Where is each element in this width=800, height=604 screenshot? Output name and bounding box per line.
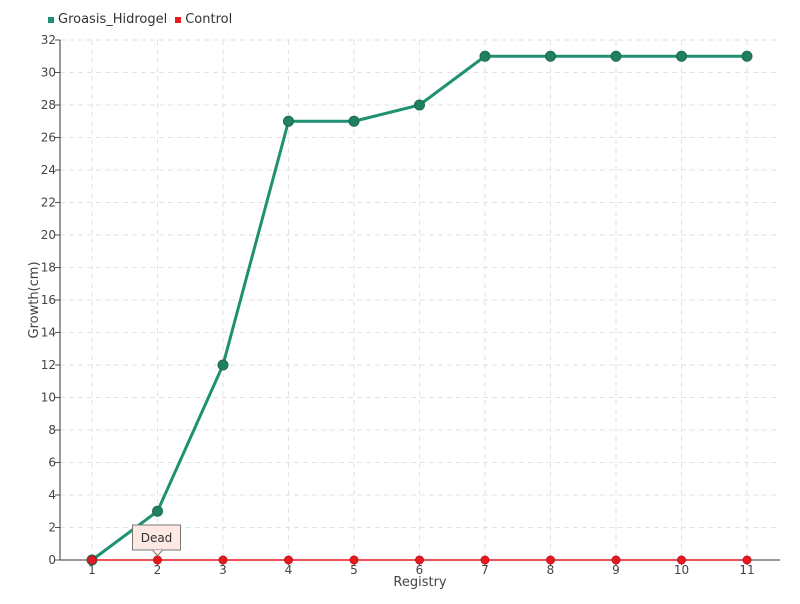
data-point [742, 555, 752, 565]
data-point [349, 555, 359, 565]
legend-label-groasis: Groasis_Hidrogel [58, 12, 168, 27]
series-groasis-hidrogel [86, 50, 753, 566]
grid [60, 39, 780, 560]
data-point [611, 555, 621, 565]
y-tick-label: 24 [41, 163, 56, 177]
data-point [414, 99, 425, 111]
y-tick-label: 2 [48, 521, 56, 535]
y-tick-label: 14 [41, 326, 56, 340]
data-point [87, 555, 97, 565]
data-point [546, 555, 555, 565]
x-tick-label: 6 [416, 563, 424, 577]
y-tick-label: 26 [41, 131, 56, 145]
annotation-box [132, 524, 181, 551]
data-point [480, 555, 490, 565]
y-tick-label: 28 [41, 98, 56, 112]
data-point [677, 555, 686, 565]
legend-label-control: Control [185, 12, 233, 27]
x-tick-label: 11 [739, 563, 754, 577]
y-tick-label: 4 [48, 488, 56, 502]
legend: Groasis_Hidrogel Control [48, 12, 232, 27]
legend-item-groasis[interactable]: Groasis_Hidrogel [48, 12, 167, 27]
y-tick-label: 6 [48, 456, 56, 470]
data-point [545, 50, 556, 62]
data-point [479, 50, 491, 62]
data-point [153, 555, 162, 565]
annotations: Dead [132, 524, 181, 557]
legend-swatch-groasis [48, 16, 54, 23]
annotation-pointer [152, 549, 163, 557]
annotation-label: Dead [141, 531, 173, 545]
x-tick-label: 1 [88, 563, 96, 577]
annotation: Dead [132, 524, 181, 557]
data-point [218, 555, 228, 565]
y-tick-label: 30 [41, 66, 56, 80]
x-tick-label: 3 [219, 563, 227, 577]
data-point [284, 555, 293, 565]
x-axis-title: Registry [393, 575, 447, 590]
y-tick-label: 22 [41, 196, 56, 210]
data-point [741, 50, 753, 62]
series-control [87, 555, 752, 565]
x-tick-label: 8 [547, 563, 555, 577]
y-tick-label: 20 [41, 228, 56, 242]
y-tick-label: 16 [41, 293, 56, 307]
series [86, 50, 753, 566]
x-tick-label: 9 [612, 563, 620, 577]
data-point [152, 505, 163, 517]
y-tick-label: 18 [41, 261, 56, 275]
x-tick-label: 5 [350, 563, 358, 577]
legend-item-control[interactable]: Control [175, 12, 232, 27]
y-tick-label: 10 [41, 391, 56, 405]
y-tick-label: 8 [48, 423, 56, 437]
x-tick-label: 4 [285, 563, 293, 577]
data-point [415, 555, 424, 565]
legend-swatch-control [175, 16, 182, 23]
data-point [348, 115, 360, 127]
y-tick-label: 32 [41, 33, 56, 47]
data-point [283, 115, 294, 127]
y-axis-title: Growth(cm) [27, 261, 42, 338]
x-tick-label: 7 [481, 563, 489, 577]
x-tick-label: 2 [154, 563, 162, 577]
y-tick-label: 12 [41, 358, 56, 372]
y-tick-label: 0 [48, 553, 56, 567]
data-point [217, 359, 229, 371]
x-tick-label: 10 [674, 563, 689, 577]
data-point [676, 50, 687, 62]
data-point [610, 50, 622, 62]
